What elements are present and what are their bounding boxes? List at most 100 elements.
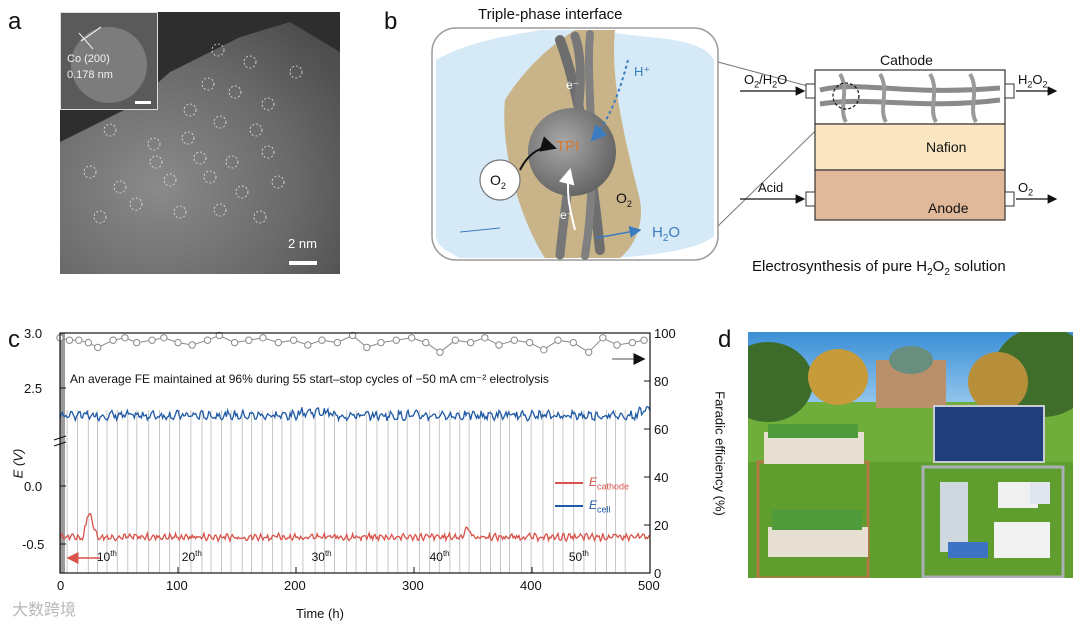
- fe-point: [84, 338, 93, 347]
- fe-point: [333, 338, 341, 347]
- fe-point: [525, 338, 534, 347]
- fe-point: [495, 341, 503, 349]
- fe-point: [377, 338, 385, 347]
- fe-point: [65, 336, 74, 344]
- fe-point: [188, 341, 196, 349]
- h2o-label: H2O: [652, 224, 681, 244]
- fe-point: [540, 346, 548, 354]
- inset-spacing-label: 0.178 nm: [67, 69, 113, 81]
- fe-point: [230, 338, 239, 347]
- cycle-label: 40th: [429, 549, 450, 564]
- fe-point: [510, 336, 518, 344]
- o2-right-label: O2: [616, 190, 632, 209]
- legend-cell-label: Ecell: [589, 498, 611, 515]
- fe-point: [554, 336, 562, 344]
- atom-circles: [83, 43, 303, 224]
- panel-label-c: c: [8, 326, 20, 353]
- field-photo: [748, 332, 1073, 578]
- fe-series: [56, 331, 648, 356]
- outlet-bottom-label: O2: [1018, 180, 1034, 198]
- fe-point: [289, 336, 298, 344]
- cycle-label: 20th: [181, 549, 202, 564]
- scalebar: [289, 261, 317, 265]
- o2-bubble-label: O2: [490, 172, 506, 191]
- x-axis-label: Time (h): [296, 606, 344, 621]
- y-left-tick: -0.5: [22, 537, 45, 552]
- fe-point: [363, 343, 371, 352]
- axis-break-mark: [53, 441, 67, 447]
- fe-point: [569, 338, 577, 347]
- axis-break-mark: [53, 435, 67, 441]
- outlet-top-label: H2O2: [1018, 72, 1048, 90]
- fe-point: [318, 336, 326, 344]
- fe-point: [584, 348, 593, 356]
- scalebar-label: 2 nm: [288, 236, 317, 251]
- proton-label: H⁺: [634, 64, 651, 79]
- legend-cathode-label: Ecathode: [589, 475, 630, 492]
- fe-point: [121, 334, 129, 342]
- panel-label-a: a: [8, 8, 22, 35]
- fe-point: [599, 334, 607, 342]
- x-tick: 400: [520, 578, 542, 593]
- fe-point: [160, 334, 168, 342]
- cycle-label: 50th: [568, 549, 589, 564]
- fe-point: [436, 348, 444, 356]
- cathode-label: Cathode: [880, 52, 933, 68]
- fe-point: [203, 336, 212, 344]
- fe-point: [451, 336, 459, 344]
- y-right-tick: 40: [654, 470, 669, 485]
- cell-voltage-line: [59, 405, 651, 423]
- watermark: 大数跨境: [12, 602, 77, 619]
- fe-point: [481, 334, 489, 342]
- fe-point: [466, 338, 475, 347]
- fe-point: [259, 334, 267, 342]
- fe-point: [75, 336, 83, 344]
- tpi-title: Triple-phase interface: [478, 6, 623, 23]
- cycle-label: 30th: [311, 549, 332, 564]
- cell-series: [59, 405, 651, 423]
- tem-inset: Co (200) 0.178 nm: [60, 12, 158, 110]
- inlet-bottom-label: Acid: [758, 180, 784, 195]
- fe-point: [215, 331, 224, 340]
- chart-annotation: An average FE maintained at 96% during 5…: [70, 372, 549, 386]
- y-right-tick: 0: [654, 566, 662, 581]
- fe-point: [133, 338, 141, 347]
- y-left-tick: 3.0: [24, 326, 43, 341]
- y-left-tick: 2.5: [24, 381, 43, 396]
- fe-point: [109, 336, 117, 344]
- panel-label-b: b: [384, 8, 398, 35]
- fe-point: [348, 331, 357, 340]
- electron-top-label: e⁻: [566, 78, 580, 92]
- fe-point: [628, 338, 636, 347]
- fe-point: [274, 338, 282, 347]
- y-right-tick: 60: [654, 422, 669, 437]
- y-right-label: Faradic efficiency (%): [712, 391, 728, 516]
- y-left-label: E (V): [10, 448, 26, 479]
- schematic-caption: Electrosynthesis of pure H2O2 solution: [752, 258, 1006, 278]
- tpi-label: TPI: [556, 138, 580, 155]
- x-tick: 200: [284, 578, 306, 593]
- fe-point: [148, 336, 156, 344]
- panel-label-d: d: [718, 326, 732, 353]
- cycle-lines: [66, 410, 626, 573]
- fe-point: [392, 336, 400, 344]
- cathode-potential-line: [59, 513, 651, 544]
- initial-segment: [60, 333, 65, 573]
- axis-ticks: [53, 332, 651, 574]
- anode-label: Anode: [928, 200, 969, 216]
- fe-point: [407, 334, 416, 342]
- y-right-tick: 80: [654, 374, 669, 389]
- inset-plane-label: Co (200): [67, 53, 110, 65]
- nafion-label: Nafion: [926, 139, 967, 155]
- electron-bottom-label: e⁻: [560, 208, 574, 222]
- fe-point: [613, 341, 621, 349]
- fe-point: [304, 341, 312, 349]
- cycle-label: 10th: [96, 549, 117, 564]
- fe-point: [245, 336, 253, 344]
- fe-point: [640, 336, 648, 344]
- y-right-tick: 100: [654, 326, 676, 341]
- fe-point: [422, 338, 430, 347]
- y-right-tick: 20: [654, 518, 669, 533]
- fe-point: [94, 343, 102, 352]
